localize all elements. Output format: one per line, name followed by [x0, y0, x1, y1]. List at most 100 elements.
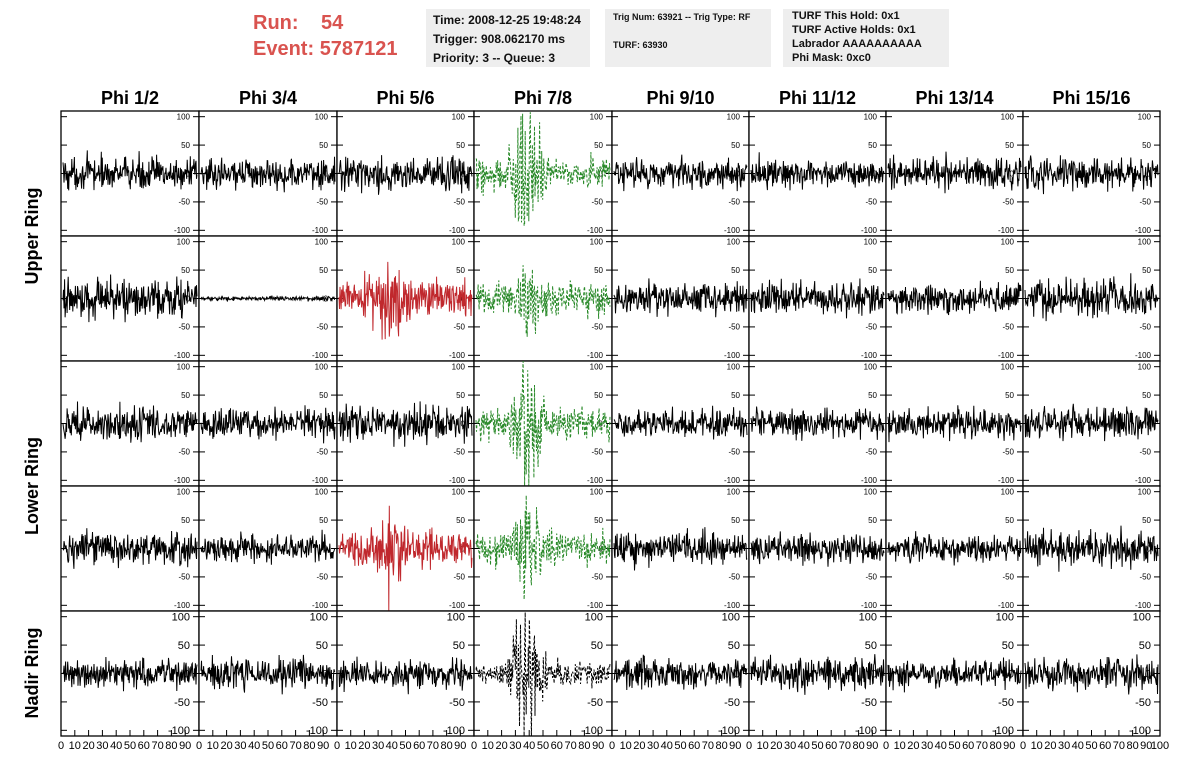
y-tick-label: 100: [996, 612, 1014, 624]
trigger-text: Trigger: 908.062170 ms: [433, 32, 566, 46]
y-tick-label: -50: [1002, 198, 1014, 207]
y-tick-label: -100: [449, 601, 466, 610]
waveform-line: [750, 654, 885, 695]
x-tick-label: 30: [372, 740, 384, 752]
y-tick-label: 0: [1147, 544, 1152, 553]
y-tick-label: -50: [316, 573, 328, 582]
time-info-box: Time: 2008-12-25 19:48:24 Trigger: 908.0…: [426, 9, 590, 67]
x-tick-label: 10: [345, 740, 357, 752]
waveform-line: [475, 495, 611, 600]
x-tick-label: 10: [757, 740, 769, 752]
y-tick-label: -50: [453, 323, 465, 332]
y-tick-label: 50: [594, 141, 603, 150]
panel-r3-c2: -100 -50 0 50 100: [198, 360, 338, 487]
x-tick-label: 80: [165, 740, 177, 752]
row-label-upper-ring: Upper Ring: [22, 188, 42, 285]
panel-r5-c4: -100 -50 0 50 100: [473, 610, 613, 737]
y-tick-label: 100: [1001, 487, 1015, 496]
y-tick-label: -100: [998, 226, 1015, 235]
waveform-line: [475, 612, 611, 737]
y-tick-label: -100: [312, 476, 329, 485]
y-tick-label: 100: [1138, 112, 1152, 121]
y-tick-label: -100: [443, 725, 465, 737]
turf-this-hold-text: TURF This Hold: 0x1: [792, 10, 900, 22]
waveform-line: [887, 657, 1022, 693]
column-header-7: Phi 13/14: [915, 88, 993, 108]
waveform-line: [887, 405, 1022, 443]
y-tick-label: -100: [861, 476, 878, 485]
y-tick-label: 0: [1010, 169, 1015, 178]
y-tick-label: 100: [1133, 612, 1151, 624]
y-tick-label: 100: [315, 112, 329, 121]
waveform-line: [338, 261, 473, 340]
y-tick-label: 100: [722, 612, 740, 624]
x-tick-label: 80: [852, 740, 864, 752]
y-tick-label: 50: [868, 141, 877, 150]
y-tick-label: -100: [861, 601, 878, 610]
labrador-text: Labrador AAAAAAAAAA: [792, 38, 922, 50]
y-tick-label: -100: [312, 226, 329, 235]
y-tick-label: 50: [591, 640, 603, 652]
y-tick-label: -50: [591, 323, 603, 332]
y-tick-label: 50: [1005, 391, 1014, 400]
x-tick-label: 50: [1085, 740, 1097, 752]
y-tick-label: 50: [1005, 266, 1014, 275]
waveform-line: [1024, 403, 1159, 442]
turf-info-box: TURF This Hold: 0x1 TURF Active Holds: 0…: [783, 9, 949, 67]
y-tick-label: 100: [177, 362, 191, 371]
x-tick-label: 90: [317, 740, 329, 752]
y-tick-label: 50: [594, 391, 603, 400]
y-tick-label: 100: [177, 112, 191, 121]
y-tick-label: -100: [449, 476, 466, 485]
y-tick-label: -100: [587, 226, 604, 235]
y-tick-label: 0: [186, 419, 191, 428]
x-tick-label: 90: [866, 740, 878, 752]
y-tick-label: 100: [859, 612, 877, 624]
x-tick-label: 30: [234, 740, 246, 752]
waveform-line: [338, 401, 473, 447]
y-tick-label: 100: [452, 112, 466, 121]
x-tick-label: 0: [1020, 740, 1026, 752]
y-tick-label: -50: [316, 198, 328, 207]
y-tick-label: 50: [181, 391, 190, 400]
x-tick-label: 90: [454, 740, 466, 752]
waveform-line: [887, 531, 1022, 566]
x-tick-label: 80: [989, 740, 1001, 752]
y-tick-label: 50: [865, 640, 877, 652]
y-tick-label: 100: [1138, 362, 1152, 371]
x-tick-label: 30: [647, 740, 659, 752]
y-tick-label: -100: [312, 351, 329, 360]
y-tick-label: -100: [992, 725, 1014, 737]
y-tick-label: -100: [312, 601, 329, 610]
x-tick-label: 40: [1072, 740, 1084, 752]
y-tick-label: 50: [594, 266, 603, 275]
y-tick-label: -100: [861, 226, 878, 235]
x-tick-label: 90: [1003, 740, 1015, 752]
y-tick-label: 100: [590, 237, 604, 246]
y-tick-label: -100: [1135, 476, 1152, 485]
x-tick-label: 40: [110, 740, 122, 752]
x-tick-label: 100: [1151, 740, 1169, 752]
waveform-line: [338, 155, 473, 195]
y-tick-label: -50: [591, 573, 603, 582]
waveform-line: [613, 405, 748, 440]
column-header-3: Phi 5/6: [376, 88, 434, 108]
phi-mask-text: Phi Mask: 0xc0: [792, 52, 871, 64]
y-tick-label: 50: [456, 391, 465, 400]
y-tick-label: -50: [724, 697, 740, 709]
y-tick-label: 100: [177, 487, 191, 496]
y-tick-label: 0: [873, 169, 878, 178]
y-tick-label: 50: [1002, 640, 1014, 652]
